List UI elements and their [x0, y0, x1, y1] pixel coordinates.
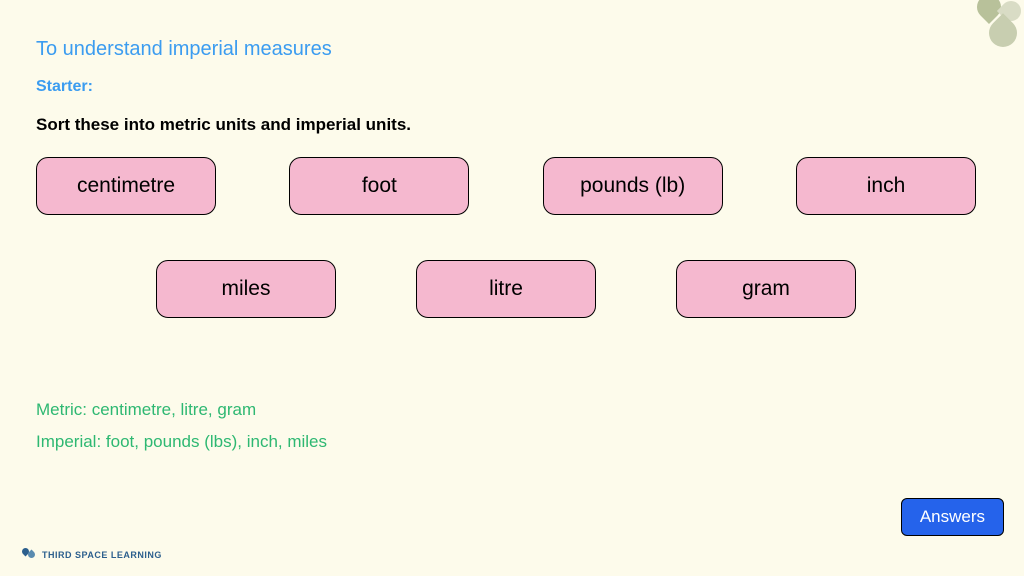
tile-pounds[interactable]: pounds (lb): [543, 157, 723, 215]
footer-brand-icon: [22, 548, 36, 562]
tile-inch[interactable]: inch: [796, 157, 976, 215]
answers-button[interactable]: Answers: [901, 498, 1004, 536]
tile-row-1: centimetre foot pounds (lb) inch: [36, 157, 976, 215]
footer-brand-text: THIRD SPACE LEARNING: [42, 550, 162, 560]
starter-label: Starter:: [36, 78, 93, 96]
tile-miles[interactable]: miles: [156, 260, 336, 318]
tile-litre[interactable]: litre: [416, 260, 596, 318]
decorative-logo-cluster: [959, 0, 1024, 65]
tile-foot[interactable]: foot: [289, 157, 469, 215]
instruction-text: Sort these into metric units and imperia…: [36, 115, 411, 135]
answer-imperial: Imperial: foot, pounds (lbs), inch, mile…: [36, 432, 327, 452]
tile-gram[interactable]: gram: [676, 260, 856, 318]
tile-centimetre[interactable]: centimetre: [36, 157, 216, 215]
lesson-title: To understand imperial measures: [36, 38, 332, 61]
answer-metric: Metric: centimetre, litre, gram: [36, 400, 256, 420]
footer-brand-logo: THIRD SPACE LEARNING: [22, 548, 162, 562]
tile-row-2: miles litre gram: [156, 260, 856, 318]
